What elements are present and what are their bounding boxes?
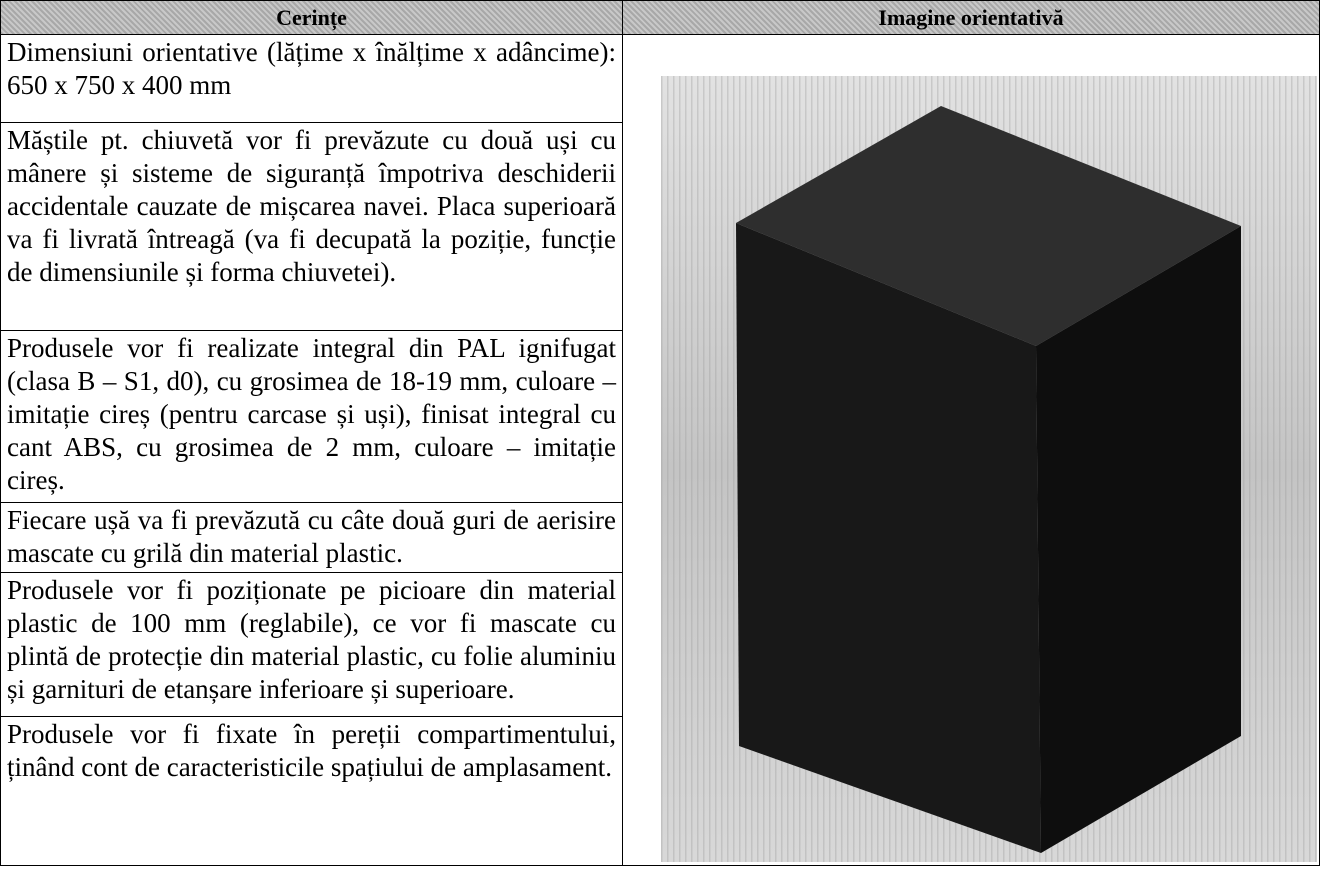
cabinet-side: [1036, 226, 1241, 853]
cabinet-image: [661, 76, 1317, 862]
requirement: Fiecare ușă va fi prevăzută cu câte două…: [1, 503, 623, 573]
cabinet-front: [736, 223, 1041, 853]
requirement: Produsele vor fi fixate în pereții compa…: [1, 717, 623, 865]
cabinet-top: [736, 106, 1241, 346]
requirement: Măștile pt. chiuvetă vor fi prevăzute cu…: [1, 123, 623, 331]
image-cell: [623, 35, 1319, 865]
requirement: Dimensiuni orientative (lățime x înălțim…: [1, 35, 623, 123]
requirement: Produsele vor fi realizate integral din …: [1, 331, 623, 503]
column-header: Cerințe: [1, 1, 623, 35]
requirement: Produsele vor fi poziționate pe picioare…: [1, 573, 623, 717]
column-header: Imagine orientativă: [623, 1, 1319, 35]
